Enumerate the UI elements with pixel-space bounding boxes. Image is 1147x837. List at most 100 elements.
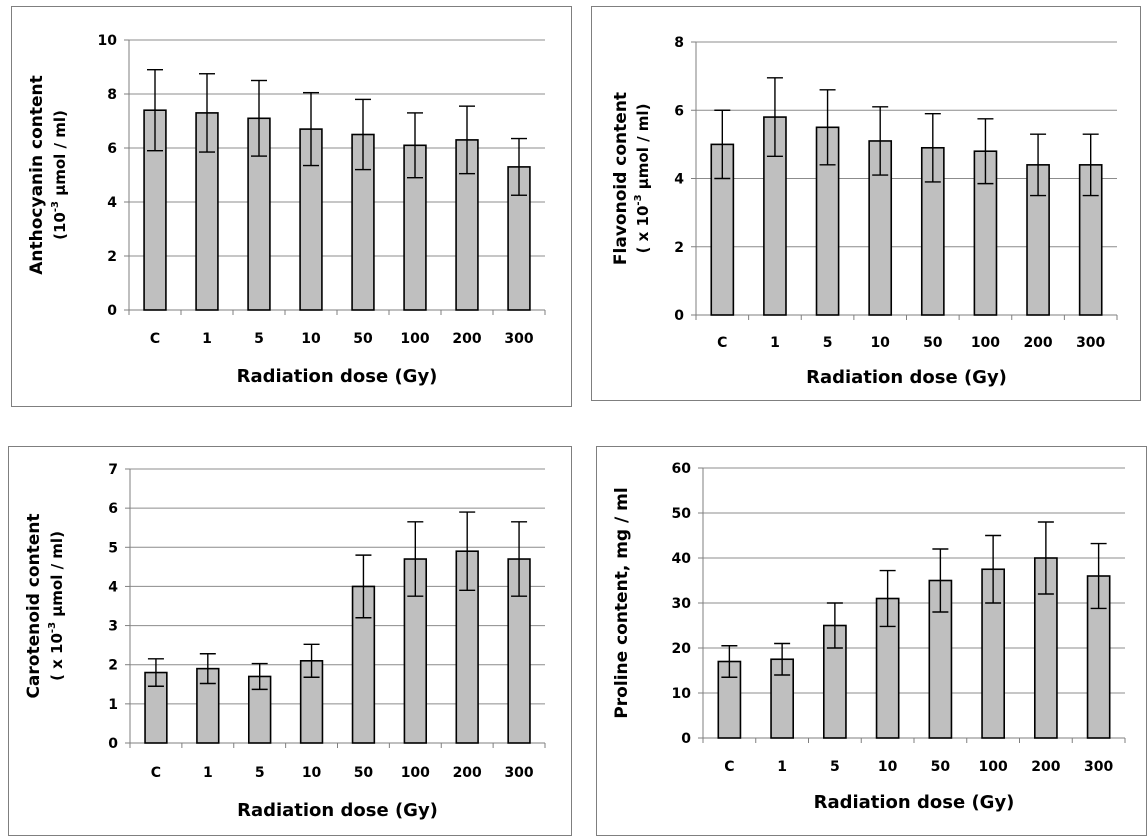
y-tick-label: 40 [672, 551, 692, 567]
chart-svg: 0 2 4 6 8 10 C 1 5 10 50 100 200 300 Radiation dose (G… [27, 33, 546, 387]
y-tick-label: 0 [674, 308, 684, 324]
x-tick-label: 100 [979, 759, 1008, 775]
chart-panel-proline: 0 10 20 30 40 50 60 C 1 5 10 50 100 200 300 Radiation d… [596, 446, 1147, 836]
x-tick-label: 300 [1084, 759, 1113, 775]
x-tick-label: 1 [777, 759, 787, 775]
error-bar [147, 69, 163, 152]
error-bar [199, 73, 215, 153]
x-tick-label: 1 [770, 335, 780, 351]
x-tick-label: 50 [931, 759, 951, 775]
y-tick-label: 6 [674, 103, 684, 119]
y-tick-label: 10 [672, 686, 692, 702]
y-tick-label: 8 [107, 87, 117, 103]
y-tick-label: 4 [674, 172, 684, 188]
y-tick-label: 0 [107, 303, 117, 319]
x-tick-label: 50 [354, 765, 374, 781]
x-tick-label: 50 [353, 331, 373, 347]
error-bar [879, 569, 896, 628]
error-bar [932, 548, 949, 613]
error-bar [355, 554, 372, 619]
x-tick-label: 100 [971, 335, 1000, 351]
x-tick-label: 5 [823, 335, 833, 351]
y-axis-title: Carotenoid content [24, 513, 44, 698]
x-axis-title: Radiation dose (Gy) [237, 800, 438, 821]
error-bar [511, 137, 527, 196]
x-tick-label: 10 [302, 765, 322, 781]
y-tick-label: 10 [98, 33, 118, 49]
x-tick-label: 10 [878, 759, 898, 775]
error-bar [147, 658, 164, 687]
y-tick-label: 1 [108, 697, 118, 713]
chart-svg: 0 1 2 3 4 5 6 7 C 1 5 10 50 100 200 300 Radiation dose (… [24, 462, 546, 821]
error-bar [774, 642, 791, 676]
y-tick-label: 0 [681, 731, 691, 747]
chart-panel-carotenoid: 0 1 2 3 4 5 6 7 C 1 5 10 50 100 200 300 Radiation dose (… [8, 446, 572, 836]
y-tick-label: 2 [108, 658, 118, 674]
chart-panel-flavonoid: 0 2 4 6 8 C 1 5 10 50 100 200 300 Radiation dose (Gy)… [591, 6, 1141, 401]
x-tick-label: 100 [400, 331, 429, 347]
y-axis-units: (10-3 µmol / ml) [50, 110, 69, 240]
x-tick-label: 200 [1023, 335, 1052, 351]
error-bar [303, 643, 320, 678]
error-bar [407, 112, 423, 179]
error-bar [251, 662, 268, 691]
y-tick-label: 2 [674, 240, 684, 256]
x-tick-label: 5 [255, 765, 265, 781]
x-tick-label: C [717, 335, 727, 351]
y-tick-label: 20 [672, 641, 692, 657]
x-tick-label: 1 [202, 331, 212, 347]
error-bar [1030, 133, 1047, 197]
x-tick-label: 200 [452, 331, 481, 347]
error-bar [1037, 521, 1054, 595]
y-tick-label: 8 [674, 35, 684, 51]
y-tick-label: 30 [672, 596, 692, 612]
x-tick-label: 300 [504, 331, 533, 347]
error-bar [407, 521, 424, 597]
error-bar [459, 105, 475, 175]
y-axis-title: Flavonoid content [611, 92, 631, 265]
error-bar [819, 89, 836, 166]
x-tick-label: C [150, 331, 160, 347]
y-axis-units: ( x 10-3 µmol / ml) [47, 531, 66, 681]
x-tick-label: 1 [203, 765, 213, 781]
error-bar [766, 77, 783, 158]
chart-panel-anthocyanin: 0 2 4 6 8 10 C 1 5 10 50 100 200 300 Radiation dose (G… [11, 6, 572, 407]
x-tick-label: 300 [1076, 335, 1105, 351]
x-tick-label: 10 [301, 331, 321, 347]
error-bar [826, 602, 843, 649]
error-bar [251, 79, 267, 157]
error-bar [199, 653, 216, 685]
y-axis-title: Proline content, mg / ml [612, 487, 632, 718]
chart-svg: 0 2 4 6 8 C 1 5 10 50 100 200 300 Radiation dose (Gy)… [611, 35, 1118, 388]
y-tick-label: 5 [108, 540, 118, 556]
y-tick-label: 50 [672, 506, 692, 522]
y-tick-label: 6 [108, 501, 118, 517]
x-tick-label: 200 [1031, 759, 1060, 775]
y-tick-label: 4 [107, 195, 117, 211]
x-tick-label: C [151, 765, 161, 781]
x-tick-label: 5 [830, 759, 840, 775]
x-tick-label: C [724, 759, 734, 775]
x-tick-label: 10 [870, 335, 890, 351]
error-bar [924, 112, 941, 183]
y-tick-label: 7 [108, 462, 118, 478]
error-bar [721, 645, 738, 678]
x-tick-label: 200 [453, 765, 482, 781]
error-bar [872, 106, 889, 176]
y-tick-label: 6 [107, 141, 117, 157]
x-axis-title: Radiation dose (Gy) [237, 366, 438, 387]
x-axis-title: Radiation dose (Gy) [814, 792, 1015, 813]
y-tick-label: 4 [108, 579, 118, 595]
y-tick-label: 3 [108, 619, 118, 635]
error-bar [985, 534, 1002, 604]
error-bar [714, 109, 731, 180]
y-tick-label: 60 [672, 461, 692, 477]
x-tick-label: 5 [254, 331, 264, 347]
error-bar [977, 118, 994, 185]
error-bar [355, 98, 371, 171]
chart-svg: 0 10 20 30 40 50 60 C 1 5 10 50 100 200 300 Radiation d… [612, 461, 1126, 813]
y-tick-label: 2 [107, 249, 117, 265]
x-tick-label: 50 [923, 335, 943, 351]
y-axis-title: Anthocyanin content [27, 75, 47, 275]
error-bar [1090, 542, 1107, 610]
